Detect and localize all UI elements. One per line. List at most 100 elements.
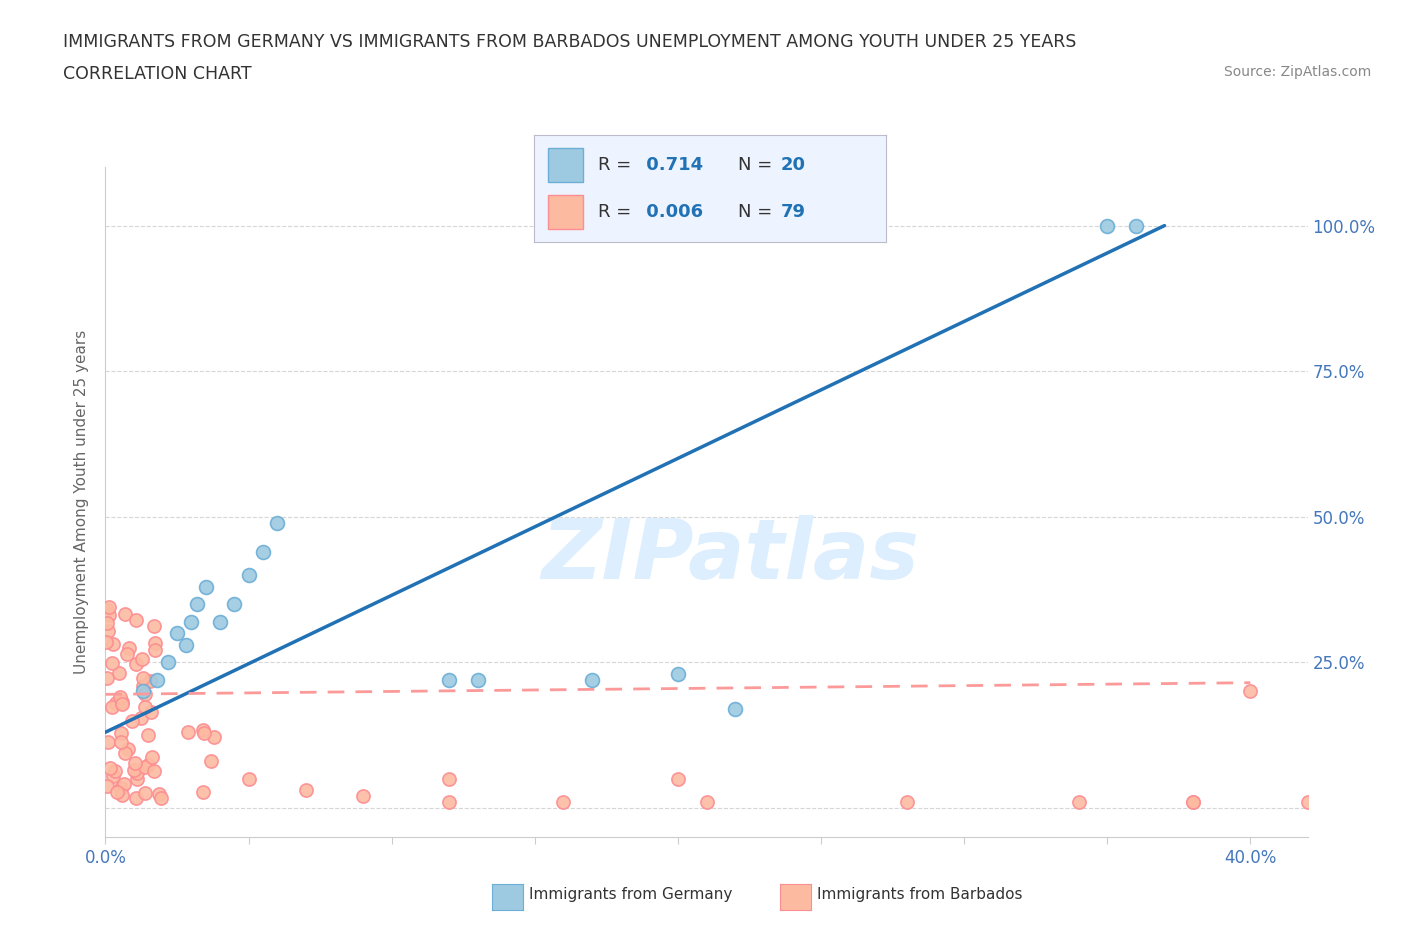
Point <box>467 672 489 687</box>
Point <box>238 567 260 582</box>
Point <box>194 579 217 594</box>
Point <box>105 785 128 800</box>
Point <box>96 615 118 630</box>
Point <box>97 624 120 639</box>
Point <box>96 603 118 618</box>
Point <box>118 641 141 656</box>
Text: N =: N = <box>738 203 778 220</box>
Point <box>134 785 156 800</box>
Point <box>145 643 167 658</box>
Point <box>553 794 575 809</box>
Point <box>103 769 125 784</box>
Point <box>104 696 127 711</box>
Point <box>138 757 160 772</box>
Point <box>1182 794 1205 809</box>
Point <box>1296 794 1319 809</box>
Text: 0.714: 0.714 <box>640 156 703 174</box>
Point <box>110 695 132 710</box>
Point <box>124 756 146 771</box>
Point <box>238 771 260 786</box>
Point <box>202 730 225 745</box>
Point <box>129 711 152 725</box>
Point <box>136 728 159 743</box>
Point <box>148 787 170 802</box>
Point <box>125 657 148 671</box>
Point <box>132 679 155 694</box>
Text: N =: N = <box>738 156 778 174</box>
Point <box>1239 684 1261 698</box>
Point <box>666 771 689 786</box>
Point <box>437 794 460 809</box>
Point <box>115 646 138 661</box>
Point <box>125 613 148 628</box>
Point <box>143 636 166 651</box>
Point <box>1067 794 1090 809</box>
Point <box>131 652 153 667</box>
Point <box>134 760 156 775</box>
Point <box>724 701 747 716</box>
Point <box>193 723 215 737</box>
Point <box>295 783 318 798</box>
Text: R =: R = <box>598 203 637 220</box>
Text: R =: R = <box>598 156 637 174</box>
Point <box>98 599 121 614</box>
Point <box>177 724 200 739</box>
Point <box>1095 219 1118 233</box>
Point <box>114 745 136 760</box>
Point <box>437 771 460 786</box>
Point <box>1125 219 1147 233</box>
Point <box>97 607 120 622</box>
Point <box>96 671 118 685</box>
Point <box>111 697 134 711</box>
Point <box>166 626 188 641</box>
Point <box>266 515 288 530</box>
Text: ZIPatlas: ZIPatlas <box>541 515 920 596</box>
Point <box>174 637 197 652</box>
Point <box>97 734 120 749</box>
Point <box>134 686 156 701</box>
Point <box>110 734 132 749</box>
Bar <box>548 194 583 229</box>
Point <box>100 655 122 670</box>
Point <box>94 634 117 649</box>
Point <box>117 741 139 756</box>
Point <box>112 777 135 791</box>
Point <box>98 761 121 776</box>
Point <box>132 671 155 685</box>
Point <box>110 780 132 795</box>
Point <box>96 778 118 793</box>
Point <box>193 725 215 740</box>
Text: Immigrants from Germany: Immigrants from Germany <box>529 887 733 902</box>
Point <box>180 614 202 629</box>
Point <box>125 791 148 806</box>
Point <box>125 772 148 787</box>
Text: Source: ZipAtlas.com: Source: ZipAtlas.com <box>1223 65 1371 79</box>
Point <box>107 666 129 681</box>
Point <box>157 655 180 670</box>
Text: 20: 20 <box>780 156 806 174</box>
Point <box>696 794 718 809</box>
Point <box>896 794 918 809</box>
Point <box>122 763 145 777</box>
Text: 79: 79 <box>780 203 806 220</box>
Bar <box>548 148 583 182</box>
Point <box>104 764 127 778</box>
Point <box>110 725 132 740</box>
Point <box>131 684 153 698</box>
Point <box>100 699 122 714</box>
Point <box>224 597 246 612</box>
Point <box>191 784 214 799</box>
Text: IMMIGRANTS FROM GERMANY VS IMMIGRANTS FROM BARBADOS UNEMPLOYMENT AMONG YOUTH UND: IMMIGRANTS FROM GERMANY VS IMMIGRANTS FR… <box>63 33 1077 50</box>
Point <box>111 788 134 803</box>
Point <box>141 750 163 764</box>
Text: CORRELATION CHART: CORRELATION CHART <box>63 65 252 83</box>
Point <box>352 789 374 804</box>
Point <box>581 672 603 687</box>
Point <box>139 673 162 688</box>
Point <box>142 618 165 633</box>
Point <box>437 672 460 687</box>
Point <box>252 544 274 559</box>
Point <box>114 606 136 621</box>
Point <box>150 790 173 805</box>
Point <box>110 694 132 709</box>
